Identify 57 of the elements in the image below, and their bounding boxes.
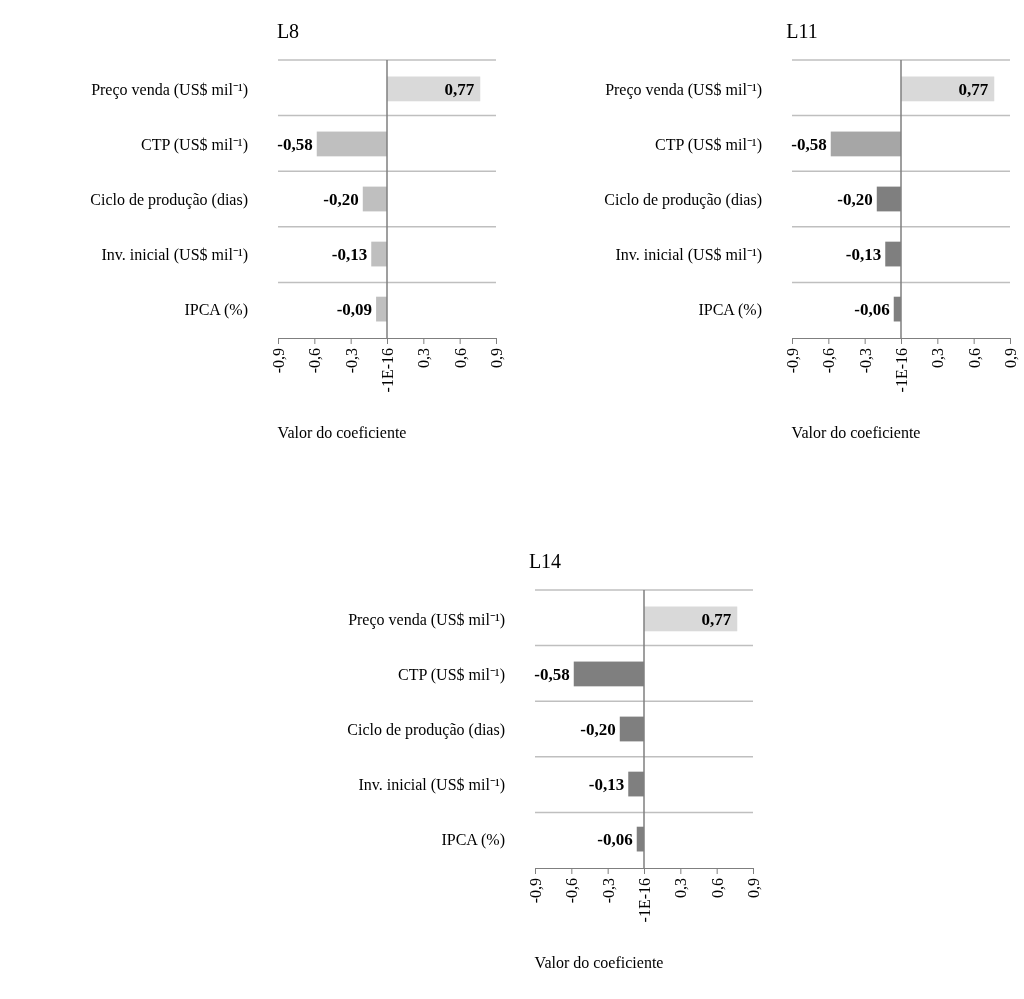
x-tick-label: -0,6	[563, 878, 581, 904]
x-tick-label: -0,3	[342, 348, 360, 374]
data-label: -0,58	[791, 134, 827, 154]
data-label: -0,20	[580, 719, 616, 739]
x-axis-title: Valor do coeficiente	[277, 424, 407, 441]
data-label: -0,58	[534, 664, 570, 684]
x-tick-label: -1E-16	[893, 348, 911, 393]
data-label: -0,13	[331, 245, 368, 264]
x-tick-label: 0,9	[488, 348, 506, 368]
x-tick-label: -0,9	[784, 348, 802, 374]
y-tick-label: Inv. inicial (US$ mil⁻¹)	[615, 245, 762, 264]
y-tick-label: CTP (US$ mil⁻¹)	[655, 135, 762, 154]
x-tick-label: -0,6	[306, 348, 324, 374]
y-tick-label: Preço venda (US$ mil⁻¹)	[348, 610, 505, 629]
y-tick-label: Inv. inicial (US$ mil⁻¹)	[358, 775, 505, 794]
data-label: -0,20	[323, 189, 359, 209]
x-tick-label: 0,6	[965, 348, 983, 368]
x-tick-label: -0,6	[820, 348, 838, 374]
y-tick-label: IPCA (%)	[441, 830, 505, 849]
x-tick-label: 0,3	[415, 348, 433, 368]
data-label: 0,77	[701, 609, 732, 629]
data-label: -0,09	[336, 300, 373, 320]
data-label: 0,77	[444, 79, 475, 99]
x-tick-label: 0,6	[451, 348, 469, 368]
x-axis-title: Valor do coeficiente	[534, 954, 664, 971]
data-label: -0,13	[845, 245, 882, 264]
y-tick-label: Preço venda (US$ mil⁻¹)	[605, 80, 762, 99]
x-tick-label: 0,3	[672, 878, 690, 898]
x-tick-label: -0,9	[270, 348, 288, 374]
y-tick-label: CTP (US$ mil⁻¹)	[398, 665, 505, 684]
y-tick-label: Ciclo de produção (dias)	[347, 720, 505, 739]
x-tick-label: 0,9	[1002, 348, 1020, 368]
data-label: -0,58	[277, 134, 313, 154]
y-tick-label: Ciclo de produção (dias)	[604, 190, 762, 209]
y-tick-label: IPCA (%)	[698, 300, 762, 319]
x-tick-label: 0,9	[745, 878, 763, 898]
y-tick-label: Preço venda (US$ mil⁻¹)	[91, 80, 248, 99]
x-tick-label: -0,9	[527, 878, 545, 904]
data-label: -0,20	[837, 189, 873, 209]
y-tick-label: CTP (US$ mil⁻¹)	[141, 135, 248, 154]
x-tick-label: 0,6	[708, 878, 726, 898]
y-tick-label: IPCA (%)	[184, 300, 248, 319]
chart-title: L11	[786, 20, 818, 42]
data-label: -0,13	[588, 775, 625, 794]
data-label: -0,06	[854, 300, 890, 320]
x-tick-label: -0,3	[599, 878, 617, 904]
data-label: -0,06	[597, 830, 633, 850]
chart-title: L14	[528, 550, 562, 572]
y-tick-label: Ciclo de produção (dias)	[90, 190, 248, 209]
x-tick-label: -0,3	[856, 348, 874, 374]
chart-title: L8	[276, 20, 300, 42]
x-tick-label: -1E-16	[636, 878, 654, 923]
x-tick-label: 0,3	[929, 348, 947, 368]
x-tick-label: -1E-16	[379, 348, 397, 393]
x-axis-title: Valor do coeficiente	[791, 424, 921, 441]
y-tick-label: Inv. inicial (US$ mil⁻¹)	[101, 245, 248, 264]
data-label: 0,77	[958, 79, 989, 99]
